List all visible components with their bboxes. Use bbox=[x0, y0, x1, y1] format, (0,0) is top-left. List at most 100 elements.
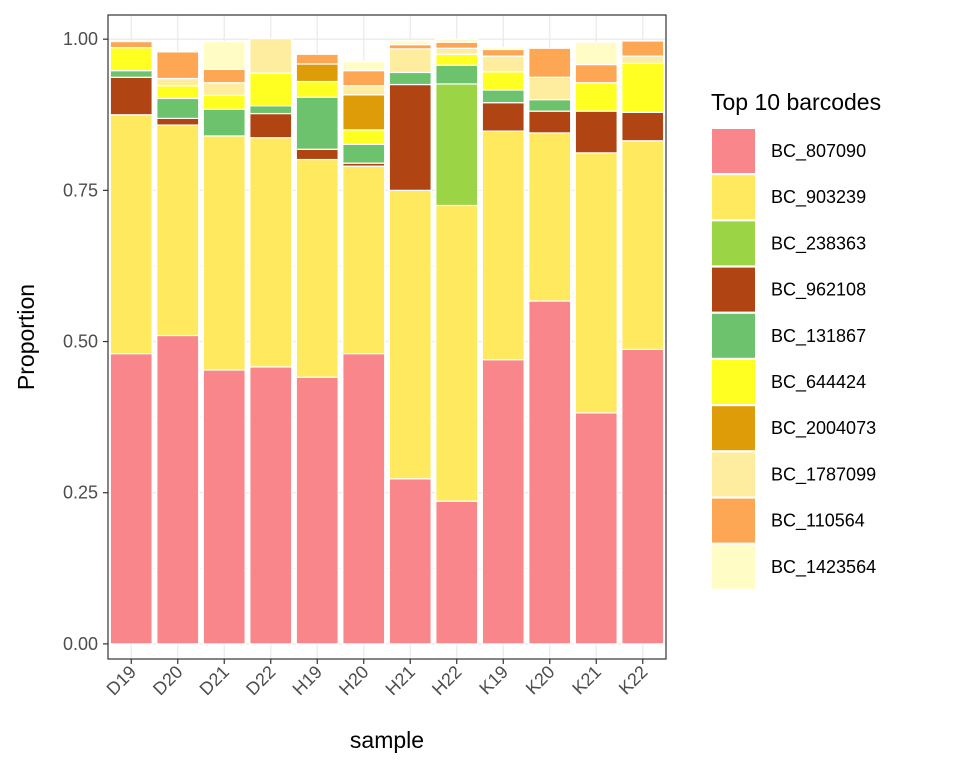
bar-segment-K19-BC_903239 bbox=[481, 130, 525, 361]
bar-segment-D21-BC_807090 bbox=[202, 369, 246, 645]
x-tick-label: H19 bbox=[289, 662, 326, 699]
bar-segment-D19-BC_131867 bbox=[109, 70, 153, 78]
bar-segment-H22-BC_1787099 bbox=[435, 47, 479, 55]
bar-segment-K19-BC_807090 bbox=[481, 359, 525, 645]
legend-label-BC_2004073: BC_2004073 bbox=[771, 418, 876, 439]
bar-segment-D20-BC_962108 bbox=[156, 117, 200, 126]
legend-key-BC_238363 bbox=[712, 221, 755, 266]
bar-segment-D21-BC_903239 bbox=[202, 135, 246, 371]
legend: Top 10 barcodes BC_807090 BC_903239 BC_238… bbox=[711, 89, 881, 589]
legend-label-BC_238363: BC_238363 bbox=[771, 233, 866, 254]
legend-key-BC_1423564 bbox=[712, 544, 755, 589]
bar-segment-D22-BC_807090 bbox=[249, 366, 293, 645]
bar-segment-H20-BC_807090 bbox=[342, 353, 386, 645]
legend-key-BC_110564 bbox=[712, 498, 755, 543]
bars-layer bbox=[109, 37, 665, 645]
bar-segment-D19-BC_110564 bbox=[109, 41, 153, 49]
bar-segment-H21-BC_1787099 bbox=[388, 48, 432, 74]
bar-segment-K20-BC_1787099 bbox=[528, 76, 572, 101]
bar-segment-H19-BC_110564 bbox=[295, 53, 339, 65]
x-axis: D19 D20 D21 D22 H19 H20 H21 H22 K19 K20 K21 K22 bbox=[103, 659, 652, 699]
y-axis-title: Proportion bbox=[13, 284, 39, 390]
bar-segment-H19-BC_2004073 bbox=[295, 63, 339, 83]
bar-segment-K21-BC_807090 bbox=[574, 412, 618, 645]
bar-segment-D21-BC_110564 bbox=[202, 68, 246, 84]
bar-segment-D21-BC_131867 bbox=[202, 108, 246, 137]
bar-segment-D21-BC_1787099 bbox=[202, 82, 246, 97]
bar-segment-H22-BC_807090 bbox=[435, 500, 479, 645]
legend-label-BC_131867: BC_131867 bbox=[771, 326, 866, 347]
bar-segment-H22-BC_644424 bbox=[435, 53, 479, 66]
bar-segment-H20-BC_2004073 bbox=[342, 94, 386, 131]
bar-segment-K20-BC_131867 bbox=[528, 99, 572, 112]
bar-segment-D19-BC_903239 bbox=[109, 114, 153, 355]
bar-segment-K21-BC_962108 bbox=[574, 110, 618, 154]
bar-segment-H21-BC_962108 bbox=[388, 83, 432, 191]
bar-segment-D20-BC_1787099 bbox=[156, 77, 200, 87]
bar-segment-K19-BC_131867 bbox=[481, 89, 525, 104]
bar-segment-K19-BC_644424 bbox=[481, 71, 525, 91]
bar-segment-K22-BC_903239 bbox=[621, 140, 665, 350]
bar-segment-H21-BC_807090 bbox=[388, 478, 432, 645]
legend-label-BC_1787099: BC_1787099 bbox=[771, 464, 876, 485]
legend-key-BC_131867 bbox=[712, 313, 755, 358]
legend-label-BC_903239: BC_903239 bbox=[771, 187, 866, 208]
bar-segment-K19-BC_1423564 bbox=[481, 47, 525, 51]
bar-segment-K22-BC_110564 bbox=[621, 40, 665, 57]
bar-segment-H22-BC_110564 bbox=[435, 41, 479, 49]
bar-segment-K21-BC_644424 bbox=[574, 82, 618, 112]
bar-segment-D20-BC_807090 bbox=[156, 334, 200, 645]
bar-segment-K22-BC_962108 bbox=[621, 111, 665, 142]
bar-segment-H22-BC_1423564 bbox=[435, 38, 479, 43]
legend-key-BC_903239 bbox=[712, 175, 755, 220]
y-tick-label: 0.75 bbox=[63, 180, 98, 200]
legend-key-BC_962108 bbox=[712, 267, 755, 312]
x-tick-label: K20 bbox=[522, 662, 559, 699]
x-axis-title: sample bbox=[350, 727, 424, 753]
legend-key-BC_1787099 bbox=[712, 452, 755, 497]
bar-segment-H20-BC_131867 bbox=[342, 143, 386, 164]
panel-background bbox=[108, 15, 666, 659]
bar-segment-D22-BC_131867 bbox=[249, 105, 293, 115]
bar-segment-H19-BC_903239 bbox=[295, 158, 339, 378]
bar-segment-K21-BC_903239 bbox=[574, 152, 618, 414]
bar-segment-H20-BC_1787099 bbox=[342, 85, 386, 96]
y-tick-label: 1.00 bbox=[63, 29, 98, 49]
bar-segment-D22-BC_644424 bbox=[249, 72, 293, 107]
bar-segment-D19-BC_807090 bbox=[109, 353, 153, 645]
bar-segment-H20-BC_110564 bbox=[342, 70, 386, 87]
plot-panel-border bbox=[107, 14, 667, 660]
bar-segment-H19-BC_962108 bbox=[295, 148, 339, 161]
bar-segment-H19-BC_807090 bbox=[295, 376, 339, 645]
legend-key-BC_807090 bbox=[712, 129, 755, 173]
legend-key-BC_644424 bbox=[712, 360, 755, 404]
x-tick-label: D21 bbox=[196, 662, 233, 699]
legend-label-BC_962108: BC_962108 bbox=[771, 280, 866, 301]
bar-segment-H22-BC_903239 bbox=[435, 204, 479, 502]
bar-segment-H21-BC_1423564 bbox=[388, 40, 432, 46]
bar-segment-K22-BC_1787099 bbox=[621, 55, 665, 64]
bar-segment-K20-BC_807090 bbox=[528, 300, 572, 645]
x-tick-label: K22 bbox=[615, 662, 652, 699]
legend-key-BC_2004073 bbox=[712, 406, 755, 451]
legend-label-BC_1423564: BC_1423564 bbox=[771, 557, 876, 578]
bar-segment-H21-BC_903239 bbox=[388, 189, 432, 480]
x-tick-label: H22 bbox=[428, 662, 465, 699]
y-tick-label: 0.50 bbox=[63, 332, 98, 352]
bar-segment-D22-BC_1787099 bbox=[249, 37, 293, 74]
bar-segment-D20-BC_903239 bbox=[156, 124, 200, 337]
bar-segment-H20-BC_903239 bbox=[342, 165, 386, 355]
x-tick-label: D19 bbox=[103, 662, 140, 699]
legend-label-BC_807090: BC_807090 bbox=[771, 141, 866, 162]
bar-segment-K21-BC_1423564 bbox=[574, 41, 618, 66]
bar-segment-H22-BC_238363 bbox=[435, 83, 479, 207]
bar-segment-D19-BC_644424 bbox=[109, 47, 153, 72]
x-tick-label: K21 bbox=[568, 662, 605, 699]
x-tick-label: K19 bbox=[475, 662, 512, 699]
bar-segment-H21-BC_131867 bbox=[388, 71, 432, 86]
bar-segment-H20-BC_644424 bbox=[342, 129, 386, 146]
bar-segment-K20-BC_962108 bbox=[528, 110, 572, 134]
bar-segment-K19-BC_962108 bbox=[481, 102, 525, 132]
bar-segment-K21-BC_110564 bbox=[574, 63, 618, 84]
